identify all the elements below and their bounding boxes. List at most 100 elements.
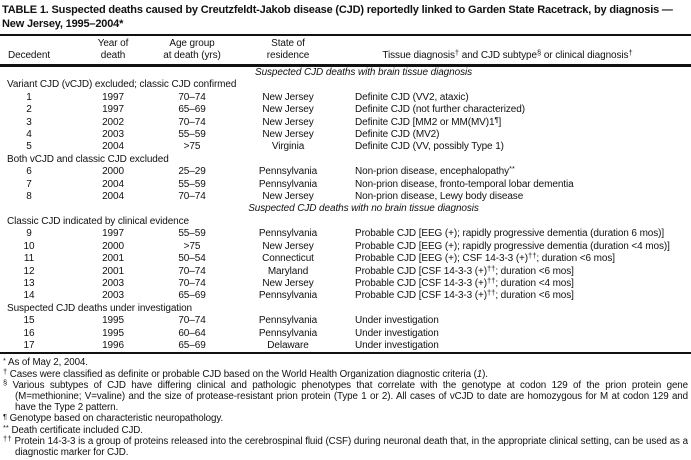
section-heading-row: Suspected CJD deaths with brain tissue d… — [0, 66, 691, 80]
year-cell: 1997 — [102, 104, 124, 116]
footnote-marker: § — [3, 378, 8, 388]
group-label: Classic CJD indicated by clinical eviden… — [7, 215, 189, 227]
group-label: Suspected CJD deaths under investigation — [7, 302, 193, 314]
year-cell: 2004 — [102, 141, 124, 153]
year-cell: 2001 — [102, 253, 124, 265]
footnote: † Cases were classified as definite or p… — [3, 367, 688, 380]
diagnosis-cell: Probable CJD [EEG (+); rapidly progressi… — [355, 228, 665, 240]
state-cell: Pennsylvania — [258, 228, 318, 240]
year-cell: 2004 — [102, 178, 124, 190]
table-row: 11 2001 50–54 Connecticut Probable CJD [EEG … — [0, 251, 691, 265]
year-cell: 1995 — [102, 315, 124, 327]
diagnosis-cell: Definite CJD (VV, possibly Type 1) — [355, 141, 504, 153]
age-cell: 55–59 — [178, 129, 206, 141]
col-header-decedent: Decedent — [0, 35, 58, 67]
col-header-diagnosis: Tissue diagnosis† and CJD subtype§ or cl… — [346, 35, 691, 67]
diagnosis-cell: Non-prion disease, Lewy body disease — [355, 191, 524, 203]
year-cell: 2000 — [102, 240, 124, 252]
diagnosis-cell: Non-prion disease, fronto-temporal lobar… — [355, 178, 574, 190]
footnotes: * As of May 2, 2004. † Cases were classif… — [0, 354, 691, 458]
table-row: 17 1996 65–69 Delaware Under investigation — [0, 340, 691, 353]
group-label-row: Both vCJD and classic CJD excluded — [0, 154, 691, 166]
age-cell: >75 — [183, 141, 201, 153]
decedent-cell: 14 — [23, 290, 35, 302]
section-heading: Suspected CJD deaths with no brain tissu… — [248, 203, 479, 215]
age-cell: 60–64 — [178, 327, 206, 339]
diagnosis-cell: Probable CJD [CSF 14-3-3 (+)††; duration… — [355, 263, 574, 277]
decedent-cell: 2 — [26, 104, 32, 116]
group-label-row: Classic CJD indicated by clinical eviden… — [0, 216, 691, 228]
header-row: Decedent Year of death Age group at deat… — [0, 35, 691, 67]
col-header-state-of-residence: State of residence — [230, 35, 346, 67]
decedent-cell: 13 — [23, 277, 35, 289]
footnote: †† Protein 14-3-3 is a group of proteins… — [3, 434, 688, 458]
table-row: 7 2004 55–59 Pennsylvania Non-prion disease,… — [0, 179, 691, 191]
table-row: 12 2001 70–74 Maryland Probable CJD [CSF 14-… — [0, 263, 691, 278]
table-row: 9 1997 55–59 Pennsylvania Probable CJD [EEG … — [0, 228, 691, 240]
state-cell: Pennsylvania — [258, 327, 318, 339]
state-cell: Pennsylvania — [258, 178, 318, 190]
diagnosis-cell: Definite CJD (VV2, ataxic) — [355, 91, 469, 103]
footnote-text: Death certificate included CJD. — [11, 424, 143, 436]
state-cell: New Jersey — [262, 240, 314, 252]
state-cell: New Jersey — [262, 129, 314, 141]
decedent-cell: 17 — [23, 339, 35, 351]
diagnosis-cell: Under investigation — [355, 339, 439, 351]
table-row: 4 2003 55–59 New Jersey Definite CJD (MV2) — [0, 129, 691, 141]
age-cell: 70–74 — [178, 116, 206, 128]
year-cell: 2000 — [102, 166, 124, 178]
group-label-row: Variant CJD (vCJD) excluded; classic CJD… — [0, 79, 691, 91]
diagnosis-cell: Probable CJD [CSF 14-3-3 (+)††; duration… — [355, 275, 574, 289]
footnote-text: Genotype based on characteristic neuropa… — [9, 413, 224, 425]
footnote-marker: †† — [3, 434, 12, 444]
age-cell: 55–59 — [178, 178, 206, 190]
decedent-cell: 10 — [23, 240, 35, 252]
year-cell: 2003 — [102, 290, 124, 302]
cjd-deaths-table: Decedent Year of death Age group at deat… — [0, 34, 691, 355]
year-cell: 2004 — [102, 191, 124, 203]
age-cell: 55–59 — [178, 228, 206, 240]
year-cell: 2002 — [102, 116, 124, 128]
group-label: Both vCJD and classic CJD excluded — [7, 153, 169, 165]
table-row: 16 1995 60–64 Pennsylvania Under investigati… — [0, 328, 691, 340]
table-row: 6 2000 25–29 Pennsylvania Non-prion disease,… — [0, 165, 691, 178]
col-header-age-group: Age group at death (yrs) — [154, 35, 230, 67]
age-cell: 65–69 — [178, 290, 206, 302]
diagnosis-cell: Definite CJD [MM2 or MM(MV)1¶] — [355, 114, 502, 128]
age-cell: 70–74 — [178, 265, 206, 277]
footnote-marker: ¶ — [3, 411, 8, 421]
section-heading: Suspected CJD deaths with brain tissue d… — [255, 67, 472, 78]
decedent-cell: 11 — [23, 253, 35, 265]
decedent-cell: 9 — [26, 228, 32, 240]
footnote-marker: † — [3, 367, 8, 377]
state-cell: New Jersey — [262, 116, 314, 128]
diagnosis-cell: Probable CJD [EEG (+); CSF 14-3-3 (+)††;… — [355, 251, 615, 265]
state-cell: Pennsylvania — [258, 315, 318, 327]
table-row: 10 2000 >75 New Jersey Probable CJD [EEG (+)… — [0, 241, 691, 253]
footnote-text: Cases were classified as definite or pro… — [9, 368, 488, 380]
table-title-line2: New Jersey, 1995–2004* — [2, 17, 124, 30]
table-row: 1 1997 70–74 New Jersey Definite CJD (VV2, a… — [0, 92, 691, 104]
footnote-text: Various subtypes of CJD have differing c… — [12, 379, 689, 414]
state-cell: Pennsylvania — [258, 166, 318, 178]
group-label-row: Suspected CJD deaths under investigation — [0, 303, 691, 315]
year-cell: 1996 — [102, 339, 124, 351]
decedent-cell: 6 — [26, 166, 32, 178]
age-cell: 65–69 — [178, 339, 206, 351]
table-row: 13 2003 70–74 New Jersey Probable CJD [CSF 1… — [0, 275, 691, 290]
group-label: Variant CJD (vCJD) excluded; classic CJD… — [7, 79, 237, 91]
footnote-marker: * — [3, 355, 6, 365]
age-cell: 70–74 — [178, 91, 206, 103]
state-cell: Connecticut — [262, 253, 314, 265]
decedent-cell: 3 — [26, 116, 32, 128]
diagnosis-cell: Probable CJD [EEG (+); rapidly progressi… — [355, 240, 670, 252]
decedent-cell: 15 — [23, 315, 35, 327]
age-cell: 25–29 — [178, 166, 206, 178]
footnote: § Various subtypes of CJD have differing… — [3, 378, 689, 414]
decedent-cell: 4 — [26, 129, 32, 141]
table-row: 15 1995 70–74 Pennsylvania Under investigati… — [0, 315, 691, 327]
state-cell: Pennsylvania — [258, 290, 318, 302]
age-cell: >75 — [183, 240, 201, 252]
year-cell: 1997 — [102, 91, 124, 103]
footnote: ** Death certificate included CJD. — [3, 424, 688, 436]
